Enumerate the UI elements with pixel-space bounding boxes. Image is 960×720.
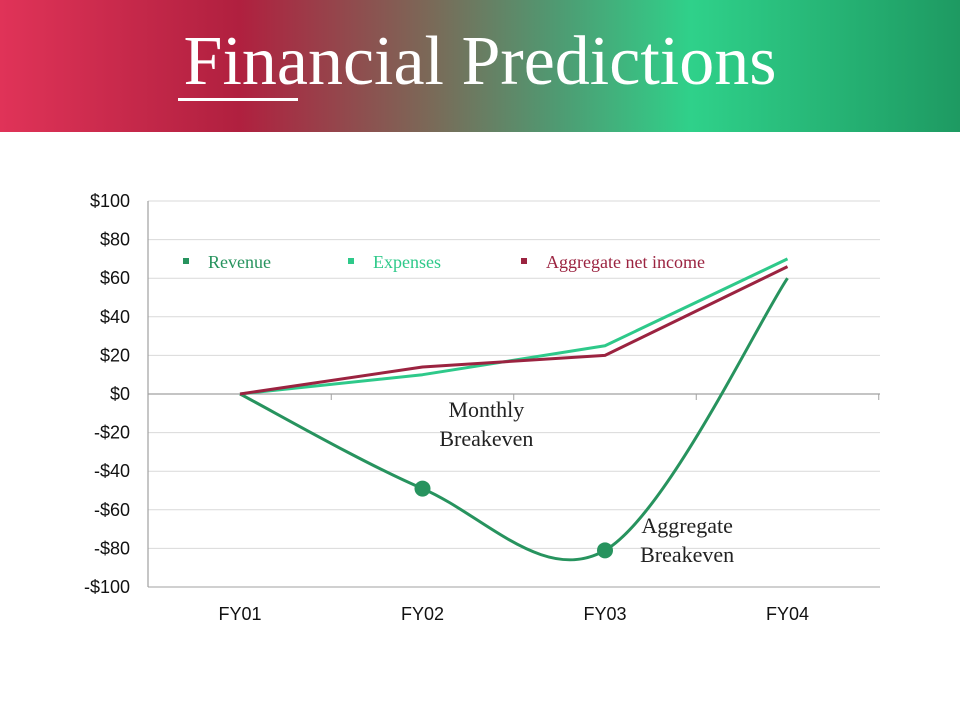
series-line-3: [239, 265, 789, 396]
series-line-1: [239, 277, 789, 562]
series-markers: [414, 480, 613, 559]
data-point-marker: [414, 480, 431, 497]
axes: [147, 201, 880, 588]
x-tick-label: FY03: [583, 604, 626, 624]
slide-title: Financial Predictions: [183, 23, 777, 100]
x-tick-label: FY01: [218, 604, 261, 624]
legend: Revenue Expenses Aggregate net income: [183, 252, 705, 272]
x-tick-label: FY04: [766, 604, 809, 624]
annotation-text: Breakeven: [640, 542, 734, 567]
y-tick-label: $20: [100, 345, 130, 365]
x-tick-labels: FY01 FY02 FY03 FY04: [218, 604, 809, 624]
y-tick-label: -$80: [94, 538, 130, 558]
title-underline: [178, 98, 298, 101]
annotation-text: Monthly: [448, 397, 524, 422]
y-tick-label: -$20: [94, 423, 130, 443]
series-lines: [239, 257, 789, 562]
y-tick-label: -$60: [94, 500, 130, 520]
legend-label: Expenses: [373, 252, 441, 272]
y-tick-labels: $100 $80 $60 $40 $20 $0 -$20 -$40 -$60 -$80 -$100: [84, 191, 130, 597]
legend-label: Aggregate net income: [546, 252, 705, 272]
y-tick-label: $40: [100, 307, 130, 327]
y-tick-label: $80: [100, 230, 130, 250]
x-tick-label: FY02: [401, 604, 444, 624]
legend-swatch: [183, 258, 189, 264]
legend-label: Revenue: [208, 252, 271, 272]
legend-swatch: [521, 258, 527, 264]
y-tick-label: -$40: [94, 461, 130, 481]
annotations: Monthly Breakeven Aggregate Breakeven: [439, 397, 734, 567]
series-line-2: [239, 257, 789, 396]
legend-swatch: [348, 258, 354, 264]
grid-lines: [148, 200, 880, 588]
annotation-text: Breakeven: [439, 426, 533, 451]
y-tick-label: $0: [110, 384, 130, 404]
title-banner: [0, 0, 960, 132]
y-tick-label: -$100: [84, 577, 130, 597]
y-tick-label: $100: [90, 191, 130, 211]
data-point-marker: [597, 542, 613, 559]
y-tick-label: $60: [100, 268, 130, 288]
annotation-text: Aggregate: [641, 513, 733, 538]
